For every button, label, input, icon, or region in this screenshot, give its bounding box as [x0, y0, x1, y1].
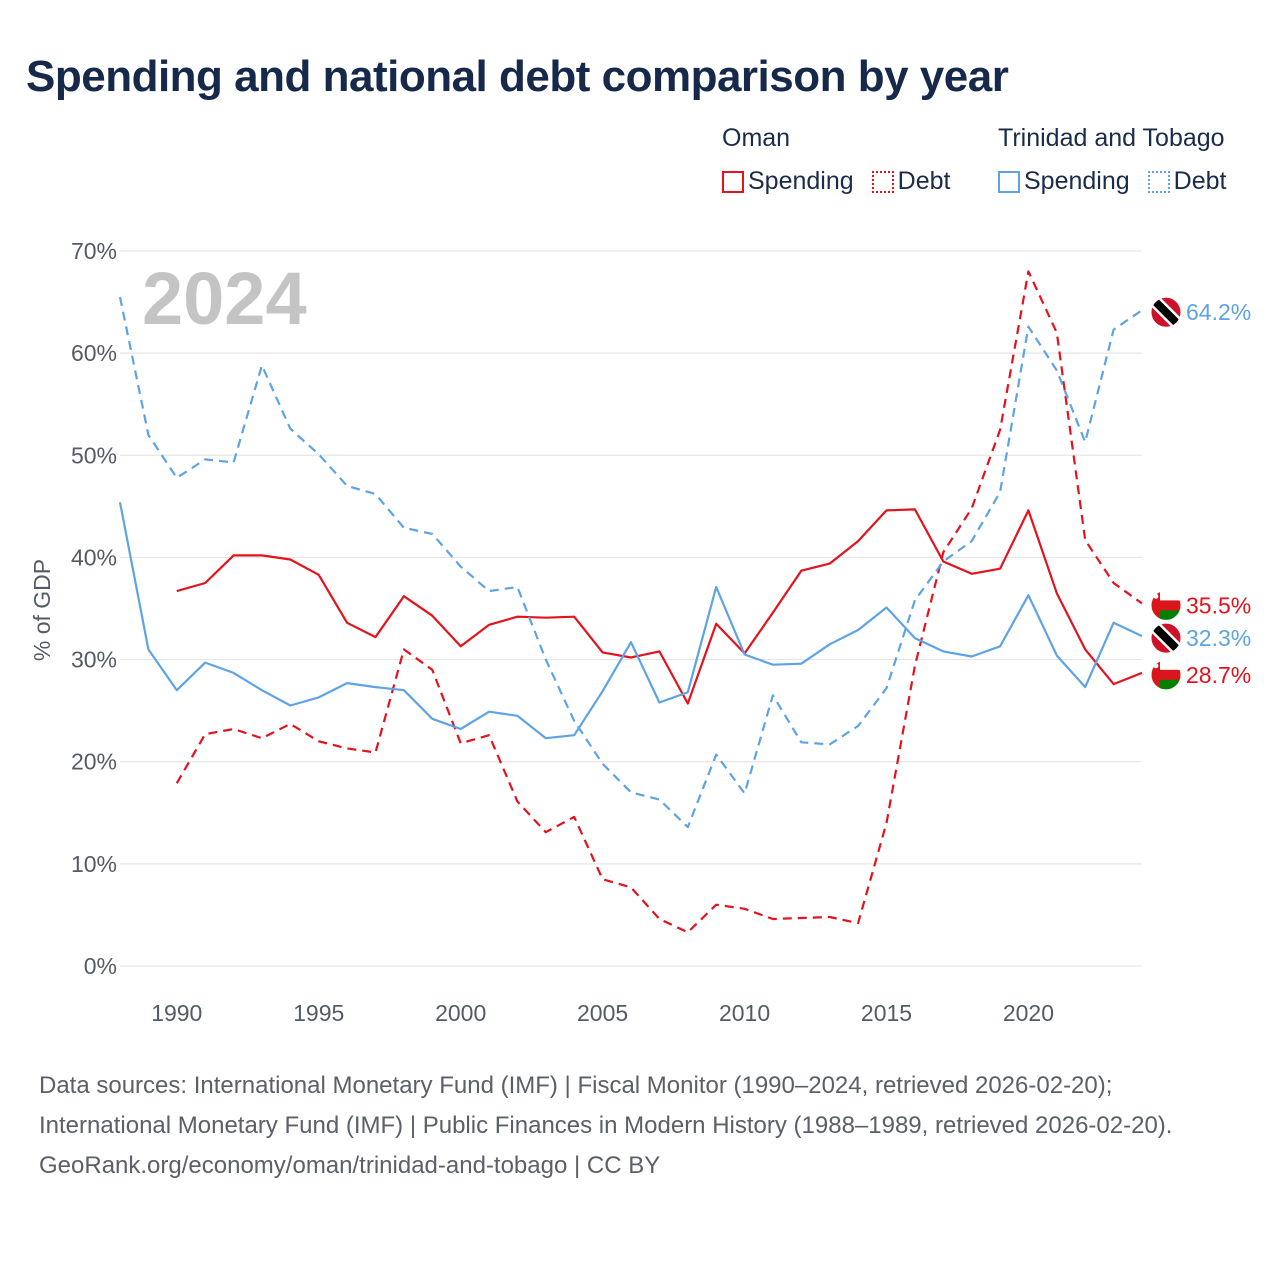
oman-flag-icon — [1150, 589, 1182, 621]
legend-item-label: Debt — [1173, 167, 1227, 195]
x-tick-label: 2010 — [719, 1000, 770, 1026]
trinidad-and-tobago-flag-icon — [1150, 622, 1182, 654]
data-sources: Data sources: International Monetary Fun… — [39, 1072, 1173, 1139]
end-value-label: 28.7% — [1186, 662, 1251, 688]
y-tick-label: 20% — [71, 749, 117, 775]
legend-item-label: Debt — [897, 167, 951, 195]
series-line-trinidad-and-tobago-spending[interactable] — [118, 502, 1143, 740]
legend-item-oman-spending[interactable]: Spending — [722, 167, 854, 196]
x-tick-label: 2020 — [1003, 1000, 1054, 1026]
trinidad-and-tobago-flag-icon — [1150, 296, 1182, 328]
legend-swatch-solid — [722, 170, 744, 193]
end-value-label: 64.2% — [1186, 299, 1251, 325]
x-axis-ticks: 1990 1995 2000 2005 2010 2015 2020 — [151, 1000, 1054, 1026]
legend-group-title: Oman — [722, 124, 791, 152]
legend-swatch-dotted — [871, 170, 894, 193]
line-chart: 0% 10% 20% 30% 40% 50% 60% 70% 1990 1995 2000 2005… — [29, 238, 1251, 1026]
chart-title: Spending and national debt comparison by… — [26, 52, 1009, 101]
y-axis-ticks: 0% 10% 20% 30% 40% 50% 60% 70% — [71, 238, 117, 979]
legend-item-tt-spending[interactable]: Spending — [998, 167, 1130, 196]
y-tick-label: 50% — [71, 442, 117, 468]
legend-swatch-dotted — [1147, 170, 1170, 193]
grid-lines — [120, 250, 1142, 967]
x-tick-label: 2015 — [861, 1000, 912, 1026]
end-markers: 64.2% 35.5% 32.3% 28.7% — [1150, 296, 1251, 691]
series-line-oman-spending[interactable] — [176, 508, 1143, 705]
legend-group-trinidad-and-tobago: Trinidad and Tobago Spending Debt — [998, 124, 1226, 196]
legend-item-tt-debt[interactable]: Debt — [1147, 167, 1227, 196]
y-tick-label: 30% — [71, 647, 117, 673]
year-watermark: 2024 — [142, 257, 307, 340]
y-tick-label: 70% — [71, 238, 117, 264]
y-tick-label: 60% — [71, 340, 117, 366]
credit-line[interactable]: GeoRank.org/economy/oman/trinidad-and-to… — [39, 1152, 661, 1179]
series-line-trinidad-and-tobago-debt[interactable] — [118, 296, 1143, 829]
series-lines — [118, 270, 1143, 934]
x-tick-label: 1990 — [151, 1000, 202, 1026]
series-line-oman-debt[interactable] — [175, 270, 1143, 934]
footer: Data sources: International Monetary Fun… — [39, 1066, 1239, 1186]
legend-item-label: Spending — [1024, 167, 1130, 195]
legend-item-oman-debt[interactable]: Debt — [871, 167, 951, 196]
y-axis-label: % of GDP — [29, 559, 55, 661]
legend-swatch-solid — [998, 170, 1020, 193]
oman-flag-icon — [1150, 659, 1182, 691]
end-value-label: 35.5% — [1186, 592, 1251, 618]
y-tick-label: 40% — [71, 544, 117, 570]
x-tick-label: 2000 — [435, 1000, 486, 1026]
x-tick-label: 2005 — [577, 1000, 628, 1026]
y-tick-label: 0% — [84, 953, 117, 979]
legend-group-oman: Oman Spending Debt — [722, 124, 950, 196]
legend-group-title: Trinidad and Tobago — [998, 124, 1225, 152]
legend-item-label: Spending — [748, 167, 854, 195]
x-tick-label: 1995 — [293, 1000, 344, 1026]
y-tick-label: 10% — [71, 851, 117, 877]
end-value-label: 32.3% — [1186, 625, 1251, 651]
